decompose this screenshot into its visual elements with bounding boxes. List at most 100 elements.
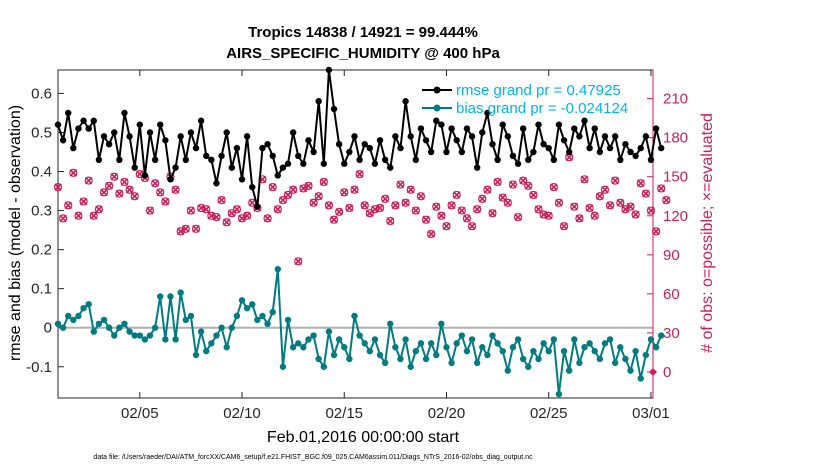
obs-evaluated-point xyxy=(59,214,67,223)
obs-evaluated-point xyxy=(417,192,425,201)
bias-data-point xyxy=(581,344,588,351)
bias-data-point xyxy=(407,363,414,370)
obs-possible-point xyxy=(605,201,615,210)
rmse-data-point xyxy=(167,176,174,183)
rmse-data-point xyxy=(116,156,123,164)
obs-evaluated-point xyxy=(222,218,231,227)
obs-evaluated-point xyxy=(437,212,446,220)
obs-evaluated-point xyxy=(151,179,159,188)
y-tick-label-right: 150 xyxy=(663,169,688,186)
obs-evaluated-point xyxy=(478,195,487,203)
rmse-data-point xyxy=(259,144,266,152)
rmse-data-point xyxy=(136,121,143,128)
bias-data-point xyxy=(422,355,430,363)
rmse-data-point xyxy=(402,98,409,105)
y-tick-label-right: 30 xyxy=(663,325,680,342)
bias-data-point xyxy=(295,340,302,347)
bias-data-point xyxy=(361,340,368,347)
rmse-data-point xyxy=(146,129,154,136)
bias-data-point xyxy=(315,355,322,363)
obs-possible-point xyxy=(411,206,420,215)
obs-evaluated-point xyxy=(233,205,241,214)
rmse-data-point xyxy=(591,125,598,132)
obs-evaluated-point xyxy=(575,214,584,223)
obs-possible-point xyxy=(84,176,93,185)
obs-possible-point xyxy=(222,218,231,227)
obs-possible-point xyxy=(646,206,656,215)
obs-evaluated-point xyxy=(217,196,226,204)
obs-possible-point xyxy=(130,192,139,201)
rmse-data-point xyxy=(509,152,517,160)
rmse-data-point xyxy=(284,160,292,167)
obs-possible-point xyxy=(324,201,334,210)
rmse-data-point xyxy=(264,140,271,148)
bias-data-point xyxy=(530,347,537,355)
rmse-data-point xyxy=(412,156,420,164)
obs-possible-point xyxy=(534,205,543,214)
bias-data-point xyxy=(545,347,552,355)
obs-possible-point xyxy=(493,177,502,187)
obs-possible-point xyxy=(314,192,323,201)
obs-evaluated-point xyxy=(130,192,139,201)
obs-evaluated-point xyxy=(626,202,635,211)
obs-possible-point xyxy=(391,201,400,210)
obs-evaluated-point xyxy=(350,185,359,194)
rmse-data-point xyxy=(417,125,425,132)
obs-possible-point xyxy=(473,205,482,214)
bias-data-point xyxy=(540,340,547,347)
obs-evaluated-point xyxy=(187,206,195,215)
rmse-data-point xyxy=(571,125,578,132)
y-tick-label-left: 0.1 xyxy=(31,281,52,298)
obs-possible-point xyxy=(651,227,661,236)
y-tick-label-right: 120 xyxy=(663,208,688,225)
obs-evaluated-point xyxy=(314,192,323,201)
obs-evaluated-point xyxy=(509,180,517,189)
rmse-data-point xyxy=(581,117,588,124)
rmse-data-point xyxy=(111,129,118,136)
rmse-data-point xyxy=(622,140,629,148)
bias-data-point xyxy=(182,316,189,324)
obs-possible-point xyxy=(595,192,604,201)
obs-possible-point xyxy=(94,205,103,214)
y-tick-label-left: 0 xyxy=(44,320,52,337)
obs-possible-point xyxy=(416,192,426,201)
obs-evaluated-point xyxy=(488,209,497,217)
y-tick-label-left: 0.3 xyxy=(31,203,52,220)
y-tick-label-left: 0.6 xyxy=(31,85,52,102)
rmse-data-point xyxy=(550,156,558,164)
rmse-data-point xyxy=(565,148,573,156)
obs-possible-point xyxy=(89,211,98,220)
rmse-data-point xyxy=(95,156,103,164)
obs-possible-point xyxy=(74,211,83,220)
rmse-data-point xyxy=(438,121,445,128)
obs-evaluated-point xyxy=(647,206,655,215)
obs-evaluated-point xyxy=(345,204,354,212)
obs-possible-point xyxy=(386,216,395,226)
obs-evaluated-point xyxy=(560,222,568,230)
bias-data-point xyxy=(606,336,614,343)
obs-evaluated-point xyxy=(473,205,481,214)
obs-evaluated-point xyxy=(79,197,88,206)
bias-data-point xyxy=(433,351,440,359)
obs-evaluated-point xyxy=(289,185,297,194)
bias-data-point xyxy=(208,340,215,347)
obs-possible-point xyxy=(437,211,446,220)
rmse-data-point xyxy=(555,121,563,128)
rmse-data-point xyxy=(341,160,348,167)
bias-data-point xyxy=(417,340,425,347)
rmse-data-point xyxy=(233,144,241,152)
obs-possible-point xyxy=(529,190,538,200)
obs-possible-point xyxy=(483,185,492,194)
bias-data-point xyxy=(126,328,133,335)
obs-possible-point xyxy=(549,183,558,192)
obs-evaluated-point xyxy=(100,188,108,197)
rmse-data-point xyxy=(310,148,317,156)
obs-possible-point xyxy=(381,194,390,203)
obs-evaluated-point xyxy=(447,201,456,210)
rmse-data-point xyxy=(223,129,230,136)
obs-evaluated-point xyxy=(84,176,93,185)
bias-data-point xyxy=(95,320,103,328)
obs-possible-point xyxy=(580,175,589,184)
obs-evaluated-point xyxy=(161,197,170,206)
